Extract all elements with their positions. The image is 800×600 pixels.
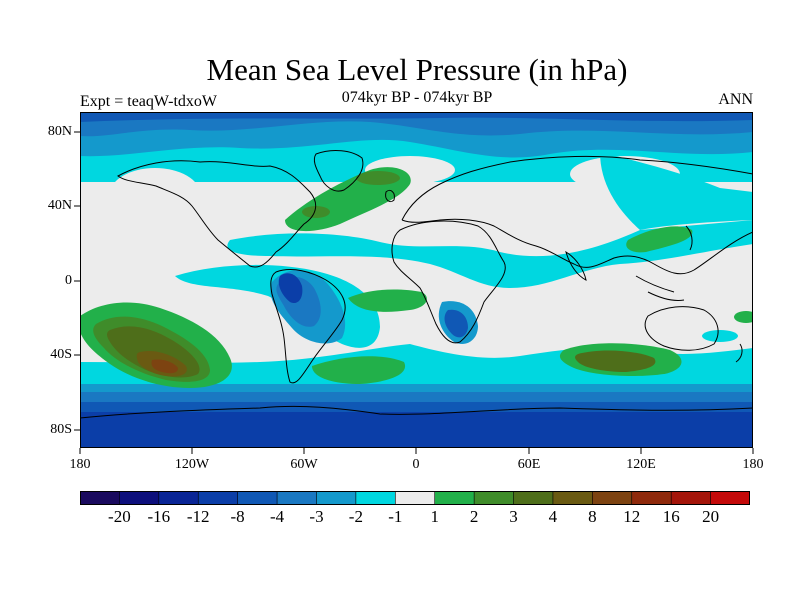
colorbar-swatch [80, 491, 121, 505]
experiment-label: Expt = teaqW-tdxoW [80, 93, 217, 110]
colorbar-swatch [513, 491, 554, 505]
colorbar-swatch [394, 491, 436, 505]
colorbar-tick-label: -20 [108, 507, 131, 526]
lon-label-120w: 120W [174, 457, 210, 472]
coastline-greenland [313, 150, 364, 192]
contour-fill [348, 289, 427, 312]
colorbar-swatch [316, 491, 357, 505]
coastline-africa [391, 220, 506, 344]
contour-fill [356, 171, 400, 185]
contour-fill [312, 356, 406, 384]
map-subtitle: 074kyr BP - 074kyr BP [341, 89, 493, 106]
colorbar-swatch [592, 491, 633, 505]
colorbar-tick-label: -16 [147, 507, 171, 526]
colorbar-swatch [119, 491, 160, 505]
coastline-south-america [270, 269, 346, 384]
pressure-map [80, 112, 753, 448]
colorbar-swatch [552, 491, 593, 505]
lat-label-80n: 80N [47, 124, 72, 139]
lon-label-60w: 60W [290, 457, 318, 472]
colorbar-swatch [276, 491, 318, 505]
lat-label-40n: 40N [47, 198, 72, 213]
lon-label-180e: 180 [742, 457, 764, 472]
colorbar-tick-label: 8 [588, 507, 597, 526]
colorbar-swatch [670, 491, 712, 505]
contour-fill [302, 206, 330, 218]
colorbar-tick-label: -2 [348, 507, 363, 526]
contour-fill [626, 226, 693, 253]
contour-fill [702, 330, 738, 342]
lon-label-60e: 60E [517, 457, 541, 472]
colorbar [80, 491, 750, 505]
colorbar-tick-label: 2 [469, 507, 479, 526]
coastline-british-isles [385, 189, 395, 203]
lon-label-0: 0 [412, 457, 420, 472]
colorbar-tick-label: 4 [548, 507, 558, 526]
coastline-australia [644, 306, 719, 351]
coastline-japan [685, 225, 693, 251]
colorbar-swatch [631, 491, 672, 505]
contour-fill [80, 412, 753, 448]
contour-fill [575, 350, 656, 372]
coastline-new-zealand [735, 343, 743, 363]
lat-label-80s: 80S [50, 422, 72, 437]
colorbar-tick-label: -3 [309, 507, 324, 526]
contour-fill [278, 273, 303, 304]
colorbar-swatch [355, 491, 396, 505]
contour-fill [734, 311, 753, 323]
coastline-maritime-continent [635, 275, 685, 301]
lat-label-eq: 0 [65, 273, 72, 288]
lat-label-40s: 40S [50, 347, 72, 362]
colorbar-tick-label: -8 [230, 507, 245, 526]
colorbar-tick-label: 20 [702, 507, 720, 526]
page-title: Mean Sea Level Pressure (in hPa) [206, 52, 628, 87]
season-label: ANN [718, 91, 753, 108]
colorbar-tick-label: -1 [388, 507, 403, 526]
coastline-eurasia [401, 155, 753, 275]
coastline-india [565, 250, 587, 281]
colorbar-swatch [710, 491, 750, 505]
contour-fill [600, 152, 753, 230]
colorbar-swatch [434, 491, 475, 505]
map-panel [80, 112, 753, 448]
colorbar-tick-label: 1 [430, 507, 439, 526]
colorbar-tick-label: -12 [186, 507, 210, 526]
colorbar-tick-label: 3 [509, 507, 518, 526]
colorbar-swatch [237, 491, 278, 505]
coastlines [80, 150, 753, 419]
contour-fill [444, 309, 468, 338]
map-frame [80, 112, 753, 448]
coastline-north-america [117, 160, 317, 268]
colorbar-tick-label: 16 [662, 507, 680, 526]
lon-label-180w: 180 [69, 457, 91, 472]
colorbar-swatch [197, 491, 239, 505]
lon-label-120e: 120E [626, 457, 656, 472]
contour-fill [227, 220, 753, 288]
coastline-antarctica [80, 405, 753, 419]
colorbar-swatch [158, 491, 199, 505]
colorbar-tick-label: -4 [270, 507, 285, 526]
contour-fill [151, 359, 178, 374]
colorbar-tick-label: 12 [623, 507, 641, 526]
colorbar-swatch [473, 491, 515, 505]
contour-fill [80, 112, 753, 122]
